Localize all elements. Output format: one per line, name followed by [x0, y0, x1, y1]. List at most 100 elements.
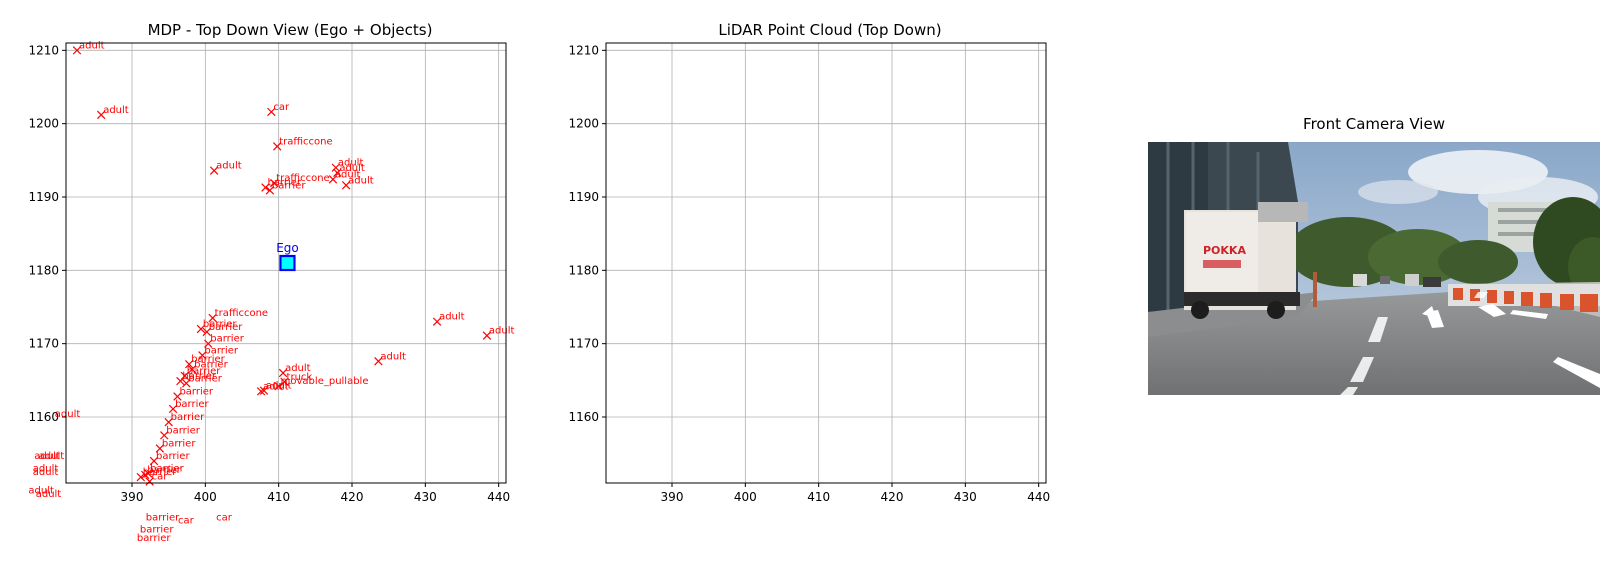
y-tick-label: 1200 [28, 117, 59, 131]
object-marker [72, 46, 82, 55]
object-label: movable_pullable [281, 376, 369, 387]
x-tick-label: 440 [1027, 490, 1050, 504]
x-tick-label: 400 [734, 490, 757, 504]
x-tick-label: 410 [267, 490, 290, 504]
y-tick-label: 1160 [568, 410, 599, 424]
object-label: barrier [179, 386, 213, 397]
object-label: barrier [150, 463, 184, 474]
object-label: adult [103, 105, 129, 116]
x-axis-ticks: 390 400 410 420 430 440 [121, 483, 510, 504]
truck-logo: POKKA [1203, 244, 1246, 257]
object-marker [204, 339, 213, 348]
object-label: barrier [203, 319, 237, 330]
object-label: adult [380, 351, 406, 362]
object-marker [176, 376, 185, 386]
lidar-point-cloud-chart: LiDAR Point Cloud (Top Down) 390 400 410 42… [568, 21, 1050, 504]
x-tick-label: 390 [121, 490, 144, 504]
object-markers [72, 46, 492, 486]
object-marker [278, 368, 288, 378]
ego-vehicle: Ego [276, 241, 299, 272]
object-marker [187, 365, 197, 374]
object-marker [272, 142, 282, 151]
object-label: barrier [140, 524, 174, 535]
object-label: barrier [147, 465, 181, 476]
object-marker [168, 404, 178, 414]
object-label: trafficcone [276, 173, 329, 184]
object-marker [208, 313, 217, 323]
y-axis-ticks: 1160 1170 1180 1190 1200 1210 [568, 43, 606, 424]
object-label: adult [338, 158, 364, 169]
object-label: barrier [188, 373, 222, 384]
object-marker [482, 331, 492, 340]
object-marker [196, 324, 206, 334]
chart-title: LiDAR Point Cloud (Top Down) [718, 21, 941, 39]
object-marker [160, 431, 169, 440]
object-marker [432, 317, 442, 326]
x-tick-label: 390 [661, 490, 684, 504]
object-marker [333, 168, 342, 178]
object-marker [341, 181, 351, 190]
camera-title: Front Camera View [1303, 115, 1445, 133]
object-marker [164, 417, 173, 427]
y-tick-label: 1160 [28, 410, 59, 424]
x-tick-label: 410 [807, 490, 830, 504]
x-tick-label: 420 [341, 490, 364, 504]
object-label: barrier [209, 322, 243, 333]
y-tick-label: 1210 [568, 43, 599, 57]
object-marker [96, 110, 106, 120]
y-tick-label: 1190 [28, 190, 59, 204]
object-label: truck [287, 372, 313, 383]
object-marker [261, 183, 270, 192]
object-label: barrier [182, 371, 216, 382]
object-label: adult [348, 175, 374, 186]
object-label: adult [439, 312, 465, 323]
x-tick-label: 430 [414, 490, 437, 504]
object-label: barrier [162, 439, 196, 450]
front-camera-panel: Front Camera View [1148, 115, 1600, 395]
object-marker [259, 386, 269, 395]
object-marker [155, 444, 165, 453]
object-marker [267, 107, 276, 117]
object-label: adult [28, 485, 54, 496]
object-label: car [178, 516, 195, 527]
object-marker [374, 357, 383, 366]
y-tick-label: 1180 [28, 263, 59, 277]
object-label: adult [33, 463, 59, 474]
y-tick-label: 1170 [28, 337, 59, 351]
y-tick-label: 1210 [28, 43, 59, 57]
axes-frame [65, 42, 507, 484]
object-label: trafficcone [215, 308, 268, 319]
chart-title: MDP - Top Down View (Ego + Objects) [148, 21, 433, 39]
object-marker [270, 178, 279, 188]
object-marker [136, 472, 146, 482]
object-marker [184, 359, 194, 369]
mdp-top-down-chart: MDP - Top Down View (Ego + Objects) 390 4… [28, 21, 514, 544]
y-tick-label: 1170 [568, 337, 599, 351]
object-marker [182, 379, 191, 388]
object-label: adult [39, 451, 65, 462]
y-axis-ticks: 1160 1170 1180 1190 1200 1210 [28, 43, 66, 424]
y-tick-label: 1200 [568, 117, 599, 131]
object-label: trafficcone [279, 136, 332, 147]
ego-label: Ego [276, 241, 299, 255]
object-label: car [152, 472, 169, 483]
camera-image: POKKA [1148, 142, 1600, 395]
object-label: car [273, 102, 290, 113]
object-label: adult [285, 363, 311, 374]
axes-frame [605, 42, 1047, 484]
object-label: car [216, 513, 233, 524]
object-label: barrier [171, 412, 205, 423]
object-label: adult [36, 489, 62, 500]
object-label: adult [335, 169, 361, 180]
object-label: barrier [191, 354, 225, 365]
object-label: barrier [143, 467, 177, 478]
object-marker [274, 381, 283, 391]
object-label: barrier [187, 366, 221, 377]
object-marker [202, 327, 212, 337]
object-label: barrier [204, 345, 238, 356]
object-label: barrier [210, 334, 244, 345]
object-marker [265, 186, 275, 195]
object-label: barrier [146, 513, 180, 524]
object-marker [140, 470, 150, 480]
object-label: adult [34, 451, 60, 462]
